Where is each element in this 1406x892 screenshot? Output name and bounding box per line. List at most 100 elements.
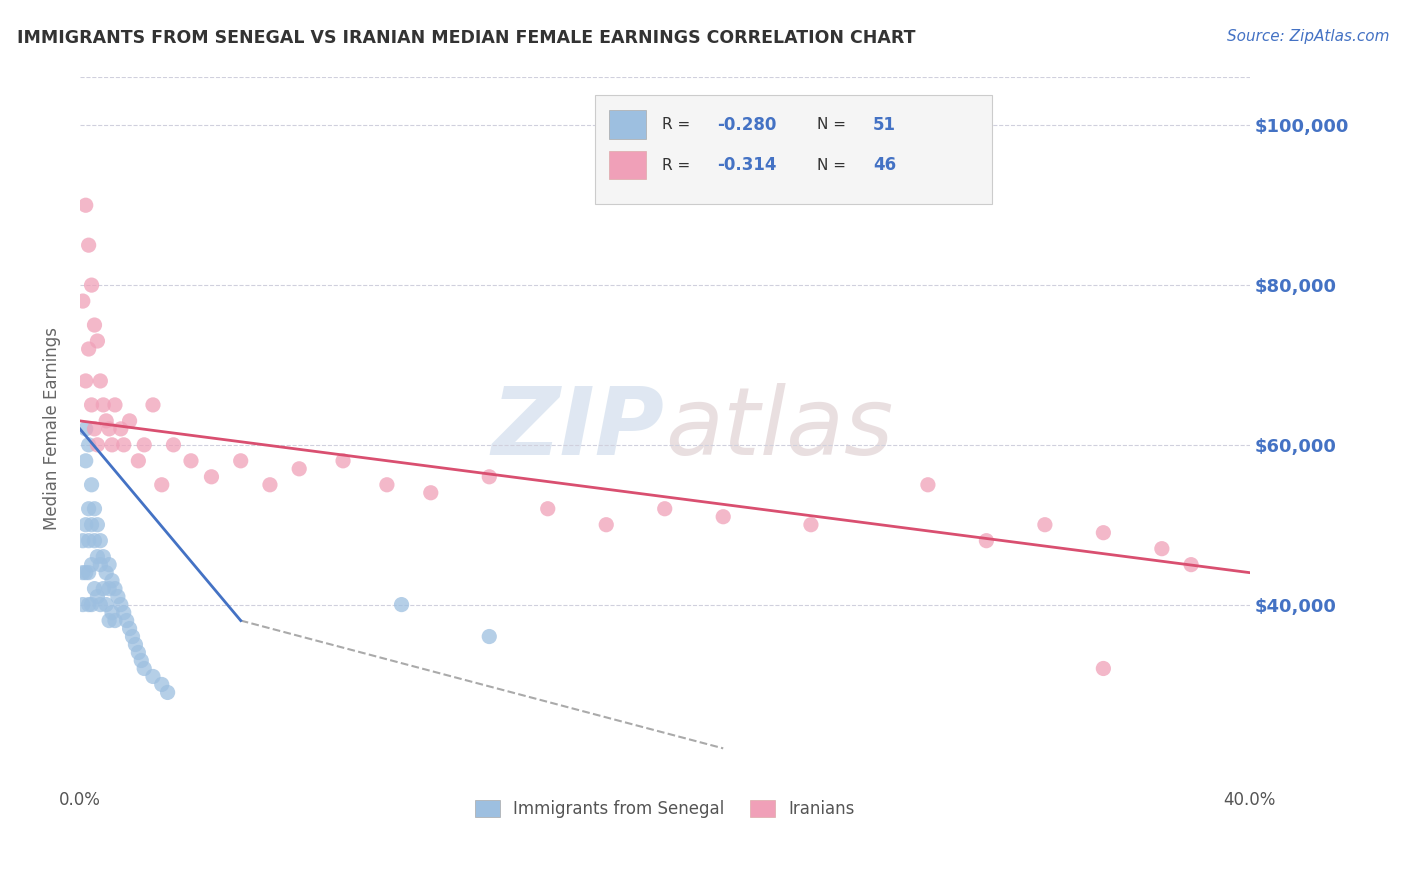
Point <box>91 398 114 412</box>
Point <box>83 582 105 596</box>
Point <box>83 318 105 332</box>
Point <box>134 661 156 675</box>
Text: N =: N = <box>817 158 851 173</box>
Point <box>259 477 281 491</box>
Point <box>107 590 129 604</box>
Point <box>72 294 94 309</box>
Point <box>80 477 103 491</box>
Point <box>98 614 121 628</box>
Point <box>86 517 108 532</box>
Point <box>96 414 118 428</box>
Text: Source: ZipAtlas.com: Source: ZipAtlas.com <box>1226 29 1389 44</box>
FancyBboxPatch shape <box>609 111 645 138</box>
Point <box>537 501 560 516</box>
Point <box>142 669 165 683</box>
Point <box>72 598 94 612</box>
Point <box>83 501 105 516</box>
Point <box>77 342 100 356</box>
Point <box>332 454 354 468</box>
Text: N =: N = <box>817 117 851 132</box>
Point <box>86 334 108 348</box>
Y-axis label: Median Female Earnings: Median Female Earnings <box>44 327 60 531</box>
Point <box>118 414 141 428</box>
Point <box>86 438 108 452</box>
Point <box>121 630 143 644</box>
Point <box>77 566 100 580</box>
Point <box>1180 558 1202 572</box>
Text: IMMIGRANTS FROM SENEGAL VS IRANIAN MEDIAN FEMALE EARNINGS CORRELATION CHART: IMMIGRANTS FROM SENEGAL VS IRANIAN MEDIA… <box>17 29 915 46</box>
Point <box>917 477 939 491</box>
Point <box>711 509 734 524</box>
Point <box>86 590 108 604</box>
Point <box>91 582 114 596</box>
Legend: Immigrants from Senegal, Iranians: Immigrants from Senegal, Iranians <box>468 793 860 825</box>
Point <box>112 438 135 452</box>
Point <box>1033 517 1056 532</box>
Point <box>101 606 124 620</box>
Point <box>75 198 97 212</box>
Point <box>89 533 111 548</box>
Point <box>1092 661 1115 675</box>
Point <box>229 454 252 468</box>
Text: -0.280: -0.280 <box>717 116 776 134</box>
Point <box>77 533 100 548</box>
Point <box>150 677 173 691</box>
Point <box>104 398 127 412</box>
Point <box>112 606 135 620</box>
Point <box>91 549 114 564</box>
Point <box>75 374 97 388</box>
Point <box>80 558 103 572</box>
Point <box>80 598 103 612</box>
Point <box>77 501 100 516</box>
FancyBboxPatch shape <box>595 95 993 204</box>
Point <box>75 454 97 468</box>
Point <box>127 646 149 660</box>
Point <box>134 438 156 452</box>
Point <box>1150 541 1173 556</box>
Text: 46: 46 <box>873 156 896 174</box>
Point <box>75 517 97 532</box>
Point <box>104 614 127 628</box>
Text: R =: R = <box>662 158 696 173</box>
Text: 51: 51 <box>873 116 896 134</box>
Point <box>75 566 97 580</box>
Point <box>89 598 111 612</box>
Text: -0.314: -0.314 <box>717 156 778 174</box>
Point <box>150 477 173 491</box>
Point <box>654 501 676 516</box>
Point <box>104 582 127 596</box>
Point <box>478 470 501 484</box>
Point <box>86 549 108 564</box>
Point <box>127 454 149 468</box>
Point <box>98 422 121 436</box>
Point <box>89 558 111 572</box>
Point <box>96 566 118 580</box>
Point <box>89 374 111 388</box>
Point <box>391 598 413 612</box>
Point <box>80 398 103 412</box>
Point <box>129 653 152 667</box>
Point <box>75 422 97 436</box>
Point <box>101 574 124 588</box>
Point <box>110 422 132 436</box>
Point <box>77 598 100 612</box>
Point <box>80 278 103 293</box>
Point <box>124 638 146 652</box>
Point <box>180 454 202 468</box>
Point <box>77 238 100 252</box>
Point <box>976 533 998 548</box>
Point <box>80 517 103 532</box>
Point <box>110 598 132 612</box>
Point <box>118 622 141 636</box>
Point <box>375 477 398 491</box>
FancyBboxPatch shape <box>609 152 645 179</box>
Point <box>98 582 121 596</box>
Point <box>98 558 121 572</box>
Point <box>72 533 94 548</box>
Point <box>156 685 179 699</box>
Text: ZIP: ZIP <box>492 383 665 475</box>
Point <box>800 517 823 532</box>
Text: R =: R = <box>662 117 696 132</box>
Point <box>288 462 311 476</box>
Point <box>96 598 118 612</box>
